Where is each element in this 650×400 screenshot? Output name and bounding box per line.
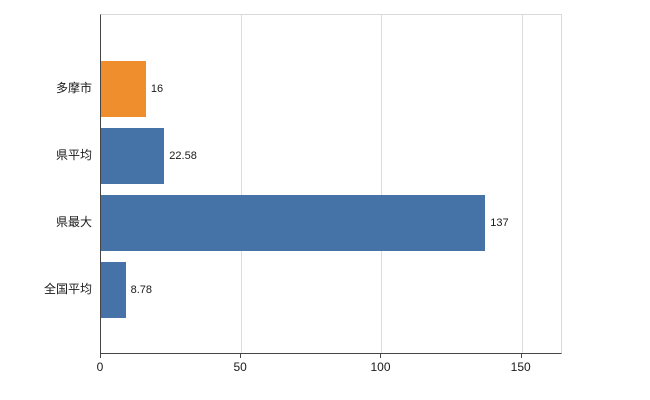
x-axis-tick-label: 0 bbox=[96, 360, 104, 374]
bar[interactable] bbox=[101, 128, 165, 184]
plot-area: 16 22.58 137 8.78 bbox=[100, 14, 562, 354]
x-axis-tick-label: 50 bbox=[233, 360, 247, 374]
category-label: 全国平均 bbox=[43, 282, 92, 296]
bar-value-label: 16 bbox=[150, 83, 164, 95]
category-label: 多摩市 bbox=[55, 81, 92, 95]
gridline bbox=[381, 15, 382, 353]
bar-value-label: 8.78 bbox=[130, 284, 153, 296]
x-axis-tick-label: 150 bbox=[510, 360, 531, 374]
x-axis-tick bbox=[380, 353, 381, 358]
category-label: 県最大 bbox=[55, 215, 92, 229]
x-axis-tick bbox=[240, 353, 241, 358]
x-axis-tick bbox=[100, 353, 101, 358]
gridline bbox=[241, 15, 242, 353]
bar-value-label: 137 bbox=[490, 217, 509, 229]
x-axis-tick bbox=[521, 353, 522, 358]
gridline bbox=[522, 15, 523, 353]
bar[interactable] bbox=[101, 61, 146, 117]
bar-value-label: 22.58 bbox=[169, 150, 197, 162]
x-axis-tick-label: 100 bbox=[370, 360, 391, 374]
category-label: 県平均 bbox=[55, 148, 92, 162]
bar[interactable] bbox=[101, 195, 486, 251]
bar[interactable] bbox=[101, 262, 126, 318]
